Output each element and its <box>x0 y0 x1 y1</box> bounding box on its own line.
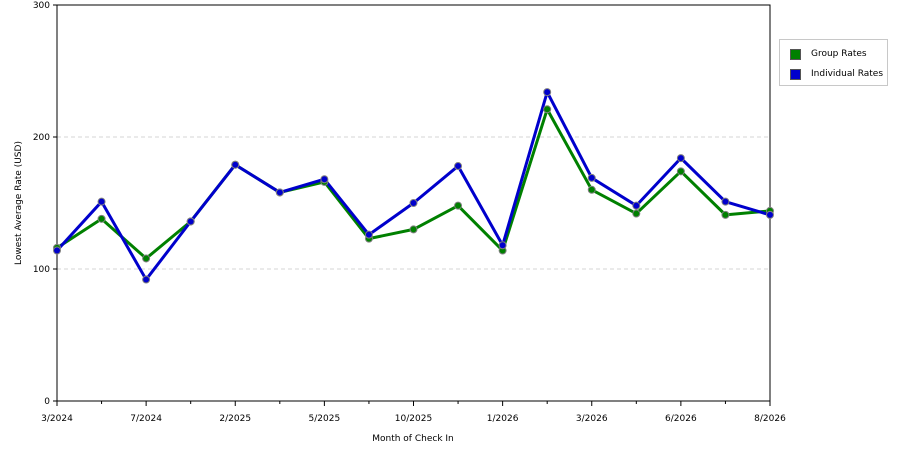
x-axis-title: Month of Check In <box>372 434 454 444</box>
data-point-individual-rates <box>97 197 106 206</box>
x-tick-label: 10/2025 <box>395 414 432 424</box>
data-point-individual-rates <box>275 188 284 197</box>
data-point-group-rates <box>454 201 463 210</box>
y-tick-label: 100 <box>33 265 50 275</box>
data-point-group-rates <box>543 105 552 114</box>
series-lines <box>53 88 774 284</box>
x-axis: 3/2024 7/2024 2/2025 5/2025 10/2025 1/2026 3/2… <box>41 401 786 424</box>
x-tick-label: 7/2024 <box>130 414 162 424</box>
y-axis: 0 100 200 300 <box>33 1 57 407</box>
data-point-group-rates <box>587 185 596 194</box>
data-point-individual-rates <box>364 230 373 239</box>
y-tick-label: 300 <box>33 1 50 11</box>
data-point-individual-rates <box>543 88 552 97</box>
data-point-individual-rates <box>498 241 507 250</box>
data-point-group-rates <box>632 209 641 218</box>
x-tick-label: 5/2025 <box>309 414 341 424</box>
legend-item-group-rates: Group Rates <box>790 47 867 61</box>
x-tick-label: 3/2024 <box>41 414 73 424</box>
data-point-individual-rates <box>676 154 685 163</box>
data-point-individual-rates <box>231 160 240 169</box>
data-point-individual-rates <box>766 210 774 219</box>
data-point-group-rates <box>409 225 418 234</box>
legend-label-group-rates: Group Rates <box>811 49 867 59</box>
series-line-individual-rates <box>55 90 771 282</box>
data-point-individual-rates <box>632 201 641 210</box>
x-tick-label: 2/2025 <box>219 414 251 424</box>
x-tick-label: 3/2026 <box>576 414 608 424</box>
y-tick-label: 0 <box>44 397 50 407</box>
data-point-group-rates <box>721 210 730 219</box>
data-point-individual-rates <box>186 217 195 226</box>
data-point-individual-rates <box>454 162 463 171</box>
data-point-group-rates <box>676 167 685 176</box>
data-point-individual-rates <box>587 173 596 182</box>
data-point-individual-rates <box>53 246 61 255</box>
legend-swatch-group-rates <box>790 48 801 60</box>
legend-swatch-individual-rates <box>790 68 801 80</box>
y-tick-label: 200 <box>33 133 50 143</box>
y-axis-title: Lowest Average Rate (USD) <box>14 141 24 265</box>
x-tick-label: 1/2026 <box>487 414 519 424</box>
legend-label-individual-rates: Individual Rates <box>811 69 884 79</box>
data-point-group-rates <box>97 214 106 223</box>
data-point-individual-rates <box>721 197 730 206</box>
data-point-group-rates <box>142 254 151 263</box>
series-line-group-rates <box>56 107 771 260</box>
x-tick-label: 8/2026 <box>754 414 786 424</box>
data-point-individual-rates <box>142 275 151 284</box>
data-point-individual-rates <box>409 199 418 207</box>
legend-item-individual-rates: Individual Rates <box>790 67 883 81</box>
data-point-individual-rates <box>320 175 329 184</box>
x-tick-label: 6/2026 <box>665 414 697 424</box>
legend: Group Rates Individual Rates <box>779 39 888 86</box>
